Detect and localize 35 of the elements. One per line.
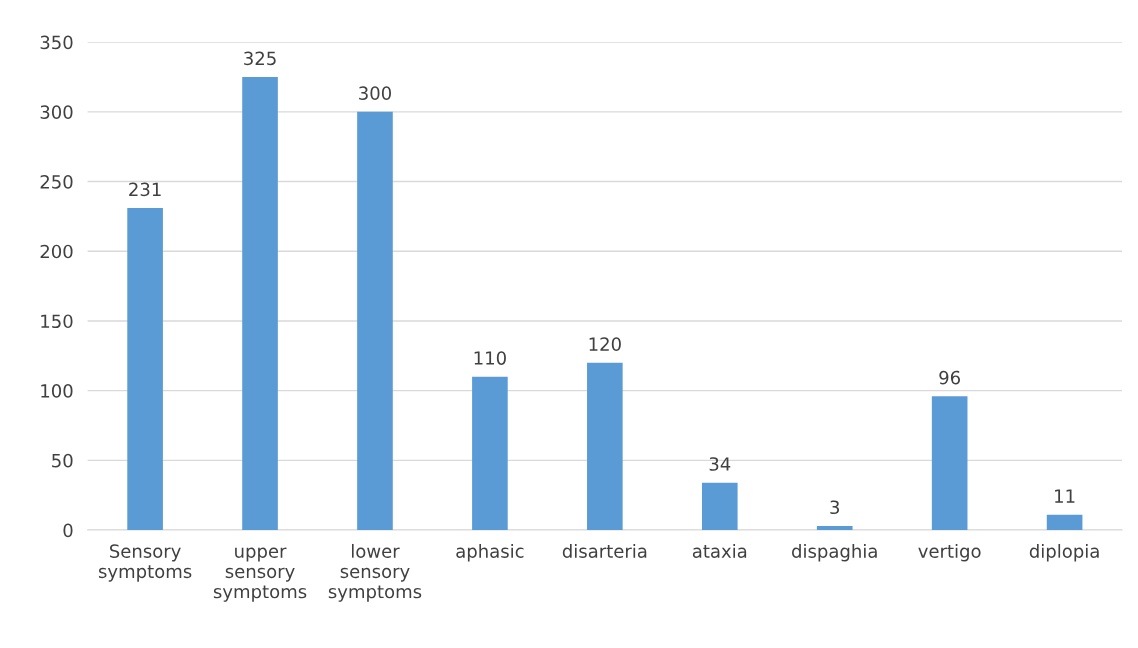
data-label: 231 <box>129 182 161 197</box>
bar <box>816 525 853 531</box>
bar <box>587 362 623 531</box>
data-label: 34 <box>709 457 731 471</box>
x-tick-label: aphasic <box>456 543 524 562</box>
data-label: 325 <box>244 51 276 66</box>
bar <box>1046 514 1083 531</box>
y-tick-label: 50 <box>52 453 73 468</box>
bar <box>931 396 968 531</box>
bar <box>472 376 508 531</box>
y-tick-label: 150 <box>41 314 73 329</box>
bar <box>242 76 278 531</box>
y-tick-label: 0 <box>63 523 73 538</box>
data-label: 120 <box>589 337 621 351</box>
y-tick-label: 300 <box>40 105 73 119</box>
y-tick-label: 250 <box>40 174 73 189</box>
x-tick-label: lower sensory symptoms <box>328 543 422 602</box>
y-tick-label: 200 <box>40 244 73 259</box>
x-tick-label: Sensory symptoms <box>98 544 192 582</box>
y-tick-label: 350 <box>40 35 73 50</box>
bar <box>357 111 393 531</box>
x-tick-label: vertigo <box>918 543 981 562</box>
x-tick-label: ataxia <box>692 543 747 558</box>
x-tick-label: disarteria <box>562 543 647 558</box>
y-tick-label: 100 <box>41 384 73 398</box>
data-label: 300 <box>359 86 391 100</box>
data-label: 96 <box>939 370 961 385</box>
bar <box>127 208 163 531</box>
bar <box>701 482 738 531</box>
x-tick-label: diplopia <box>1029 543 1099 562</box>
data-label: 11 <box>1055 489 1075 503</box>
x-tick-label: dispaghia <box>792 543 877 562</box>
data-label: 3 <box>830 500 840 515</box>
data-label: 110 <box>474 351 506 365</box>
x-tick-label: upper sensory symptoms <box>213 547 307 602</box>
